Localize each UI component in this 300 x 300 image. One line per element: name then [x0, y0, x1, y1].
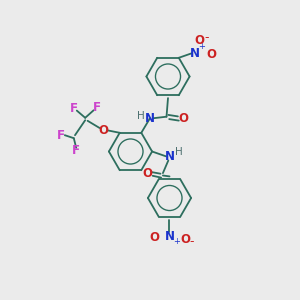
Text: -: -: [205, 31, 209, 44]
Text: O: O: [149, 231, 160, 244]
Text: O: O: [180, 232, 190, 246]
Text: +: +: [173, 237, 179, 246]
Text: H: H: [175, 147, 182, 158]
Text: N: N: [190, 47, 200, 60]
Text: F: F: [57, 129, 65, 142]
Text: O: O: [194, 34, 204, 47]
Text: F: F: [72, 144, 80, 157]
Text: N: N: [164, 230, 175, 243]
Text: +: +: [199, 42, 205, 51]
Text: F: F: [93, 101, 101, 114]
Text: N: N: [145, 112, 155, 125]
Text: H: H: [137, 111, 145, 121]
Text: -: -: [190, 235, 194, 248]
Text: O: O: [142, 167, 152, 180]
Text: F: F: [70, 102, 78, 115]
Text: O: O: [206, 48, 216, 61]
Text: O: O: [178, 112, 188, 125]
Text: O: O: [98, 124, 108, 137]
Text: N: N: [164, 150, 175, 164]
